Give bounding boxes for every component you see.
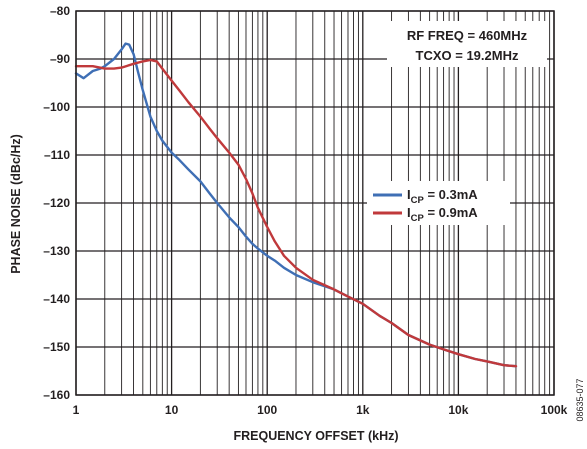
annotation-tcxo: TCXO = 19.2MHz <box>416 48 519 63</box>
x-tick-label: 100k <box>541 403 568 417</box>
y-tick-label: –90 <box>50 52 70 66</box>
x-tick-labels: 1 10 100 1k 10k 100k <box>73 403 568 417</box>
x-axis-label: FREQUENCY OFFSET (kHz) <box>233 429 398 443</box>
legend-entry-0.9ma: ICP = 0.9mA <box>407 205 478 224</box>
y-axis-label: PHASE NOISE (dBc/Hz) <box>9 134 23 274</box>
y-tick-label: –140 <box>43 292 70 306</box>
y-tick-label: –130 <box>43 244 70 258</box>
x-tick-label: 1k <box>356 403 370 417</box>
x-tick-label: 10k <box>448 403 468 417</box>
annotation-rf-freq: RF FREQ = 460MHz <box>407 28 528 43</box>
annotation-box: RF FREQ = 460MHz TCXO = 19.2MHz <box>387 21 547 67</box>
x-tick-label: 100 <box>257 403 277 417</box>
figure-id: 08635-077 <box>575 378 585 421</box>
y-tick-label: –110 <box>44 148 70 162</box>
y-tick-label: –120 <box>43 196 70 210</box>
series-layer <box>74 42 518 368</box>
y-tick-label: –150 <box>43 340 70 354</box>
y-tick-labels: –80 –90 –100 –110 –120 –130 –140 –150 –160 <box>43 4 70 402</box>
y-tick-label: –160 <box>43 388 70 402</box>
x-tick-label: 1 <box>73 403 80 417</box>
y-tick-label: –100 <box>43 100 70 114</box>
x-tick-label: 10 <box>165 403 179 417</box>
plot-frame <box>75 10 555 396</box>
y-tick-label: –80 <box>50 4 70 18</box>
legend-entry-0.3ma: ICP = 0.3mA <box>407 187 478 206</box>
legend: ICP = 0.3mA ICP = 0.9mA <box>367 181 510 225</box>
series-line-0.9ma <box>74 58 518 368</box>
